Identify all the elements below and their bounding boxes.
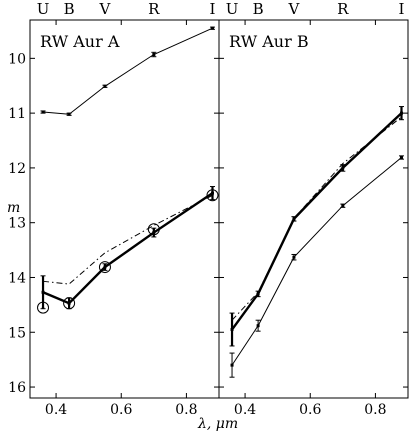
band-label-b: B	[64, 0, 75, 18]
series-point-a-open-circles	[98, 261, 111, 274]
series-point-a-thin-solid	[152, 53, 156, 57]
band-label-v: V	[288, 0, 301, 18]
x-tick-label: 0.8	[175, 402, 197, 418]
series-point-b-thin-solid	[230, 363, 234, 367]
band-label-i: I	[210, 0, 216, 18]
x-tick-label: 0.6	[110, 402, 132, 418]
series-point-center-a-open-circles	[41, 306, 45, 309]
series-point-b-thick-solid	[256, 292, 260, 296]
series-point-a-thin-solid	[210, 26, 214, 30]
series-point-a-thin-solid	[103, 84, 107, 88]
series-point-a-thick-solid	[41, 290, 45, 294]
y-tick-label: 10	[8, 51, 26, 67]
series-point-a-open-circles	[63, 297, 76, 310]
series-point-a-thin-solid	[41, 110, 45, 114]
x-tick-label: 0.6	[299, 402, 321, 418]
series-point-center-a-open-circles	[67, 302, 71, 305]
series-point-a-open-circles	[147, 223, 160, 236]
x-tick-label: 0.8	[364, 402, 386, 418]
series-line-a-dash-dot	[42, 194, 213, 285]
series-point-b-thin-solid	[399, 156, 403, 160]
panel-b-title: RW Aur B	[229, 32, 309, 51]
series-point-a-open-circles	[37, 301, 50, 314]
y-tick-label: 12	[8, 161, 26, 177]
x-tick-label: 0.4	[45, 402, 67, 418]
series-point-b-thick-solid	[399, 111, 403, 115]
series-point-b-thin-solid	[256, 324, 260, 328]
y-tick-label: 16	[8, 380, 26, 396]
x-tick-label: 0.4	[234, 402, 256, 418]
series-point-b-thin-solid	[341, 204, 345, 208]
series-line-b-thin-solid	[231, 157, 402, 366]
series-point-b-thick-solid	[292, 217, 296, 221]
series-point-b-thick-solid	[341, 166, 345, 170]
panel-a-title: RW Aur A	[40, 32, 120, 51]
series-point-a-open-circles	[206, 189, 219, 202]
band-label-v: V	[99, 0, 112, 18]
y-tick-label: 11	[8, 106, 26, 122]
series-line-a-thick-solid	[42, 192, 214, 305]
y-tick-label: 13	[8, 216, 26, 232]
band-label-u: U	[226, 0, 239, 18]
y-tick-label: 14	[8, 270, 26, 286]
band-label-b: B	[253, 0, 264, 18]
series-point-center-a-open-circles	[152, 228, 156, 231]
series-line-b-dash-dot	[231, 116, 402, 321]
band-label-r: R	[148, 0, 160, 18]
series-point-b-thick-solid	[230, 328, 234, 332]
x-axis-title: λ, μm	[197, 416, 238, 432]
series-point-a-thin-solid	[67, 112, 71, 116]
band-label-i: I	[399, 0, 405, 18]
y-tick-label: 15	[8, 325, 26, 341]
series-point-a-thick-solid	[210, 191, 214, 195]
series-point-b-thin-solid	[292, 255, 296, 259]
series-point-a-thick-solid	[152, 231, 156, 235]
panel-b-frame	[218, 19, 409, 399]
band-label-u: U	[37, 0, 50, 18]
y-axis-title: m	[7, 200, 20, 216]
band-label-r: R	[337, 0, 349, 18]
series-point-center-a-open-circles	[103, 265, 107, 269]
series-point-center-a-open-circles	[211, 194, 214, 197]
